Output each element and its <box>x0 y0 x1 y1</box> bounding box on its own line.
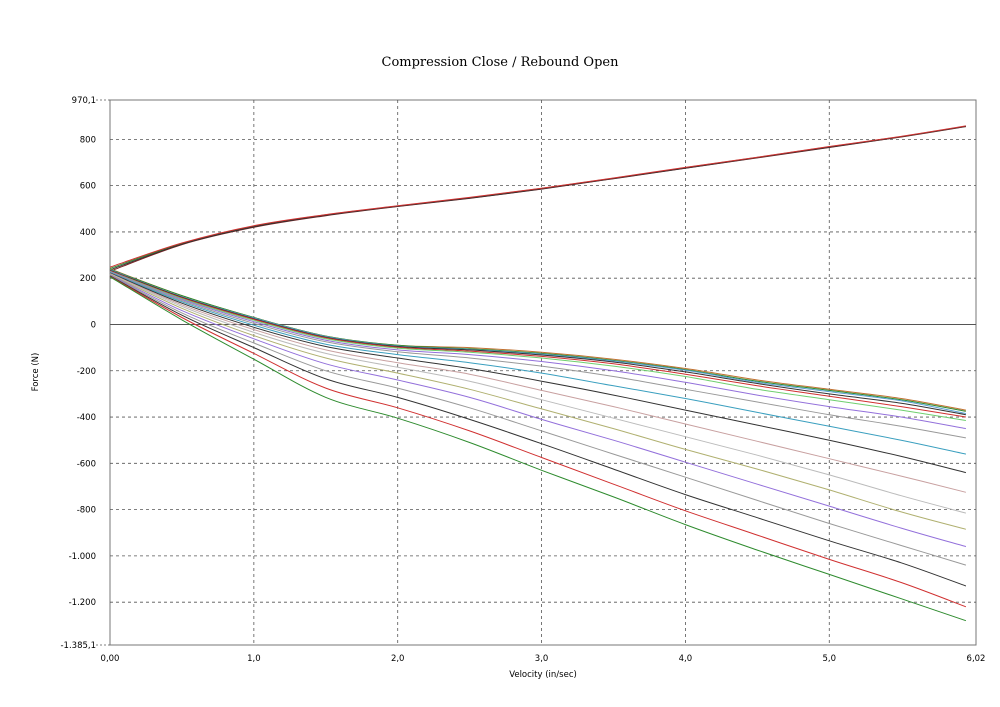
series-line-6 <box>109 269 966 415</box>
series-line-14 <box>109 273 967 493</box>
y-tick-label: -800 <box>77 506 96 516</box>
x-tick-label: 5,0 <box>823 654 837 664</box>
x-tick-label: 0,00 <box>101 654 120 664</box>
y-tick-label: -600 <box>77 459 96 469</box>
y-tick-label: -200 <box>77 367 96 377</box>
y-tick-label: 400 <box>80 228 96 238</box>
y-tick-label: -400 <box>77 413 96 423</box>
y-tick-label: 600 <box>80 182 96 192</box>
y-tick-label: -1.385,1 <box>60 641 96 651</box>
series-line-4 <box>109 268 966 411</box>
series-line-15 <box>109 273 967 514</box>
series-line-0 <box>109 126 966 272</box>
grid-lines <box>96 99 976 646</box>
series-line-9 <box>109 270 966 421</box>
plot-area-frame <box>109 99 977 646</box>
series-line-10 <box>109 271 966 430</box>
x-axis-label: Velocity (in/sec) <box>509 670 577 680</box>
series-line-19 <box>109 275 967 587</box>
series-line-21 <box>109 276 967 622</box>
tick-labels: 0,00 1,0 2,0 3,0 4,0 5,0 6,02 970,1 800 600 400 200… <box>60 96 985 664</box>
series-line-7 <box>109 269 966 416</box>
series-line-1 <box>109 125 966 269</box>
series-line-2 <box>109 125 966 271</box>
y-tick-label: 0 <box>91 320 96 330</box>
series-line-11 <box>109 271 966 439</box>
series-line-20 <box>109 275 967 608</box>
series-lines <box>109 125 967 622</box>
y-axis-label: Force (N) <box>31 353 41 392</box>
x-tick-label: 2,0 <box>391 654 405 664</box>
y-tick-label: 200 <box>80 274 96 284</box>
series-line-12 <box>109 272 967 455</box>
series-line-13 <box>109 272 967 474</box>
x-tick-label: 4,0 <box>679 654 693 664</box>
y-tick-label: 800 <box>80 135 96 145</box>
x-tick-label: 1,0 <box>247 654 261 664</box>
series-line-3 <box>109 125 966 268</box>
chart-title: Compression Close / Rebound Open <box>382 55 620 70</box>
y-tick-label: -1.000 <box>69 552 96 562</box>
y-tick-label: 970,1 <box>72 96 96 106</box>
x-tick-label: 6,02 <box>967 654 986 664</box>
series-line-17 <box>109 274 967 548</box>
series-line-18 <box>109 274 967 566</box>
y-tick-label: -1.200 <box>69 598 96 608</box>
series-line-8 <box>109 270 966 418</box>
x-tick-label: 3,0 <box>535 654 549 664</box>
series-line-16 <box>109 274 967 530</box>
